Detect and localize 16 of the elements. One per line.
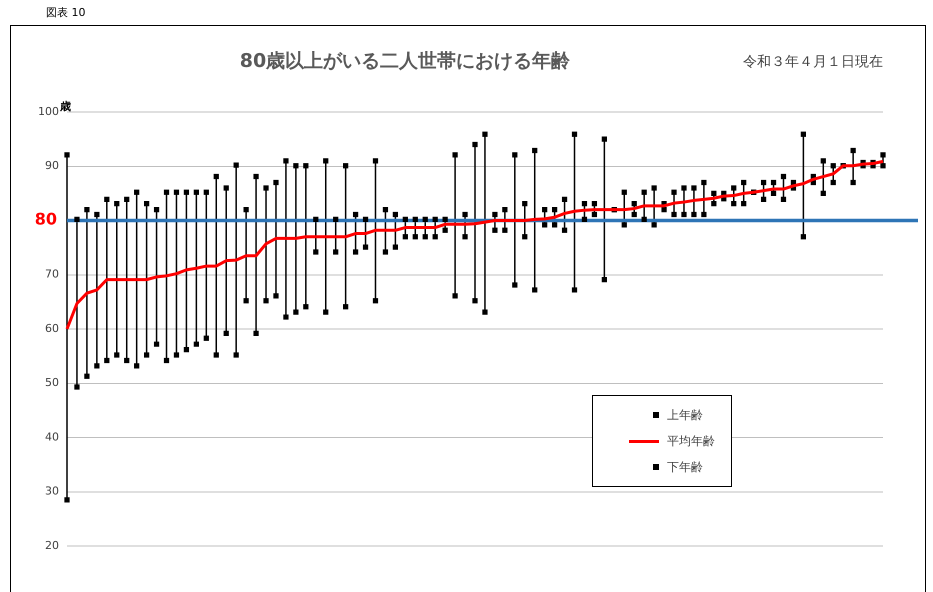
y-tick-label: 50 <box>45 376 59 390</box>
y-tick-label: 70 <box>45 268 59 281</box>
text: 図表 10 <box>46 5 86 20</box>
y-tick-label: 40 <box>45 430 59 444</box>
legend-label: 上年齢 <box>667 406 703 424</box>
chart-subtitle: 令和３年４月１日現在 <box>743 53 883 71</box>
y-tick-label: 100 <box>38 104 59 118</box>
y-axis-title: 歳 <box>60 99 71 114</box>
y-tick-label: 20 <box>45 538 59 552</box>
chart-title: 80歳以上がいる二人世帯における年齢 <box>240 50 570 72</box>
y-tick-label: 90 <box>45 159 59 172</box>
legend-label: 平均年齢 <box>667 432 715 450</box>
ref-line-label: 80 <box>34 210 57 229</box>
y-tick-label: 60 <box>45 322 59 335</box>
legend-label: 下年齢 <box>667 458 703 476</box>
y-tick-label: 30 <box>45 484 59 498</box>
